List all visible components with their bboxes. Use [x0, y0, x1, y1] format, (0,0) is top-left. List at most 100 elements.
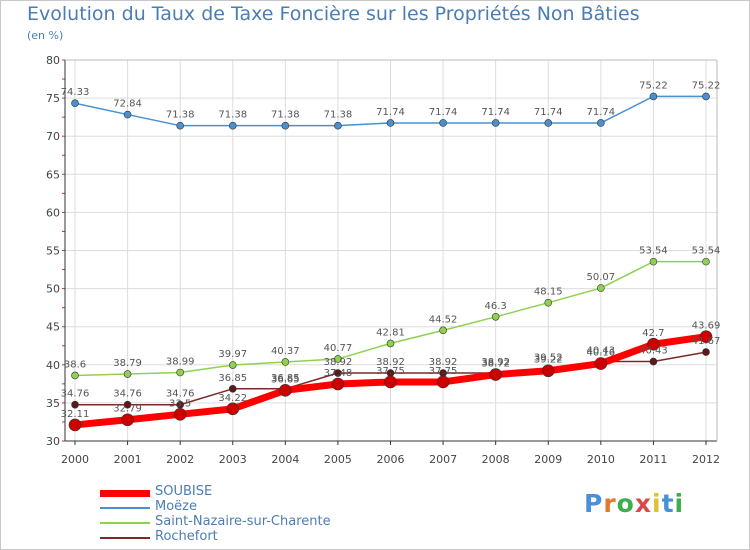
data-point-saint-nazaire-sur-charente: [123, 370, 132, 378]
data-label-mo-ze: 75.22: [692, 80, 721, 91]
data-label-rochefort: 36.85: [271, 373, 300, 384]
data-point-rochefort: [649, 357, 658, 366]
data-label-rochefort: 39.52: [534, 352, 563, 363]
data-label-soubise: 32.11: [61, 409, 90, 420]
legend-swatch-saint-nazaire: [100, 522, 150, 524]
data-label-saint-nazaire-sur-charente: 48.15: [534, 287, 563, 298]
data-point-rochefort: [123, 400, 132, 409]
data-label-rochefort: 40.43: [639, 346, 668, 357]
data-label-rochefort: 34.76: [61, 389, 90, 400]
data-label-rochefort: 40.43: [587, 346, 616, 357]
data-point-soubise: [121, 413, 134, 427]
data-point-saint-nazaire-sur-charente: [334, 355, 342, 363]
x-tick-label: 2007: [429, 453, 457, 466]
data-point-soubise: [173, 408, 187, 421]
data-label-saint-nazaire-sur-charente: 39.97: [218, 349, 247, 360]
data-point-saint-nazaire-sur-charente: [281, 358, 290, 366]
data-label-rochefort: 38.92: [324, 357, 353, 368]
data-label-saint-nazaire-sur-charente: 42.81: [376, 327, 405, 338]
data-point-saint-nazaire-sur-charente: [544, 298, 553, 307]
legend-label-rochefort: Rochefort: [155, 529, 218, 544]
data-label-rochefort: 38.92: [429, 357, 458, 368]
logo-letter: P: [584, 489, 604, 518]
data-label-saint-nazaire-sur-charente: 53.54: [692, 246, 721, 257]
data-point-saint-nazaire-sur-charente: [228, 361, 237, 369]
data-point-mo-ze: [386, 119, 395, 127]
data-label-mo-ze: 71.38: [271, 110, 300, 121]
y-tick-label: 65: [46, 168, 60, 181]
data-point-soubise: [594, 357, 608, 370]
data-label-soubise: 38.72: [481, 359, 510, 370]
data-label-soubise: 40.16: [587, 348, 616, 359]
data-point-mo-ze: [228, 121, 237, 130]
data-label-saint-nazaire-sur-charente: 46.3: [485, 301, 507, 312]
data-label-mo-ze: 71.74: [534, 107, 563, 118]
data-point-soubise: [384, 375, 397, 389]
y-tick-label: 30: [46, 435, 60, 448]
data-point-saint-nazaire-sur-charente: [649, 257, 658, 266]
x-tick-label: 2001: [114, 453, 142, 466]
x-tick-label: 2010: [587, 453, 615, 466]
legend-swatch-soubise: [100, 490, 150, 497]
chart-title: Evolution du Taux de Taxe Foncière sur l…: [27, 3, 640, 25]
legend-swatch-moeze: [100, 507, 150, 509]
x-tick-label: 2011: [639, 453, 667, 466]
data-point-mo-ze: [123, 110, 132, 119]
data-point-soubise: [68, 418, 82, 432]
legend-label-soubise: SOUBISE: [155, 484, 213, 499]
data-point-soubise: [436, 375, 450, 389]
data-point-rochefort: [228, 385, 237, 393]
y-tick-label: 60: [46, 206, 60, 219]
x-tick-label: 2005: [324, 453, 352, 466]
data-point-mo-ze: [439, 119, 447, 127]
data-label-rochefort: 41.67: [692, 336, 721, 347]
data-point-mo-ze: [544, 119, 553, 127]
logo-letter: r: [603, 489, 617, 518]
data-point-saint-nazaire-sur-charente: [176, 368, 184, 377]
data-label-saint-nazaire-sur-charente: 44.52: [429, 314, 458, 325]
logo-letter: i: [674, 489, 685, 518]
x-tick-label: 2006: [377, 453, 405, 466]
data-label-rochefort: 36.85: [218, 373, 247, 384]
x-tick-label: 2004: [271, 453, 299, 466]
data-label-rochefort: 38.92: [376, 357, 405, 368]
data-point-mo-ze: [491, 119, 500, 127]
data-label-soubise: 33.5: [169, 398, 191, 409]
data-label-mo-ze: 71.38: [218, 110, 247, 121]
data-label-soubise: 37.48: [324, 368, 353, 379]
data-label-soubise: 43.69: [692, 321, 721, 332]
logo-letter: i: [652, 489, 662, 518]
data-label-mo-ze: 71.74: [376, 107, 405, 118]
data-point-mo-ze: [71, 99, 79, 108]
data-point-soubise: [331, 377, 345, 391]
data-point-soubise: [699, 330, 713, 343]
data-label-saint-nazaire-sur-charente: 53.54: [639, 246, 668, 257]
data-label-soubise: 39.22: [534, 355, 563, 366]
data-label-saint-nazaire-sur-charente: 38.79: [113, 358, 142, 369]
data-label-mo-ze: 74.33: [61, 87, 90, 98]
legend-label-saint-nazaire: Saint-Nazaire-sur-Charente: [155, 514, 331, 529]
chart-subtitle: (en %): [27, 29, 64, 42]
y-tick-label: 70: [46, 130, 60, 143]
legend-label-moeze: Moëze: [155, 499, 197, 514]
legend-swatch-rochefort: [100, 537, 150, 539]
data-label-mo-ze: 75.22: [639, 80, 668, 91]
data-point-rochefort: [71, 400, 79, 409]
data-label-saint-nazaire-sur-charente: 38.6: [64, 359, 86, 370]
data-point-soubise: [226, 402, 240, 416]
data-point-saint-nazaire-sur-charente: [702, 257, 710, 266]
logo-letter: t: [661, 489, 675, 518]
data-point-mo-ze: [649, 92, 658, 101]
data-label-soubise: 34.22: [218, 393, 247, 404]
data-label-saint-nazaire-sur-charente: 40.37: [271, 346, 300, 357]
data-point-saint-nazaire-sur-charente: [71, 371, 79, 380]
y-tick-label: 50: [46, 283, 60, 296]
x-tick-label: 2008: [482, 453, 510, 466]
data-label-mo-ze: 71.74: [481, 107, 510, 118]
data-point-soubise: [541, 364, 555, 378]
data-point-mo-ze: [334, 121, 342, 130]
data-point-saint-nazaire-sur-charente: [491, 312, 500, 321]
data-label-soubise: 36.65: [271, 374, 300, 385]
data-label-mo-ze: 72.84: [113, 99, 142, 110]
data-label-saint-nazaire-sur-charente: 38.99: [166, 356, 195, 367]
